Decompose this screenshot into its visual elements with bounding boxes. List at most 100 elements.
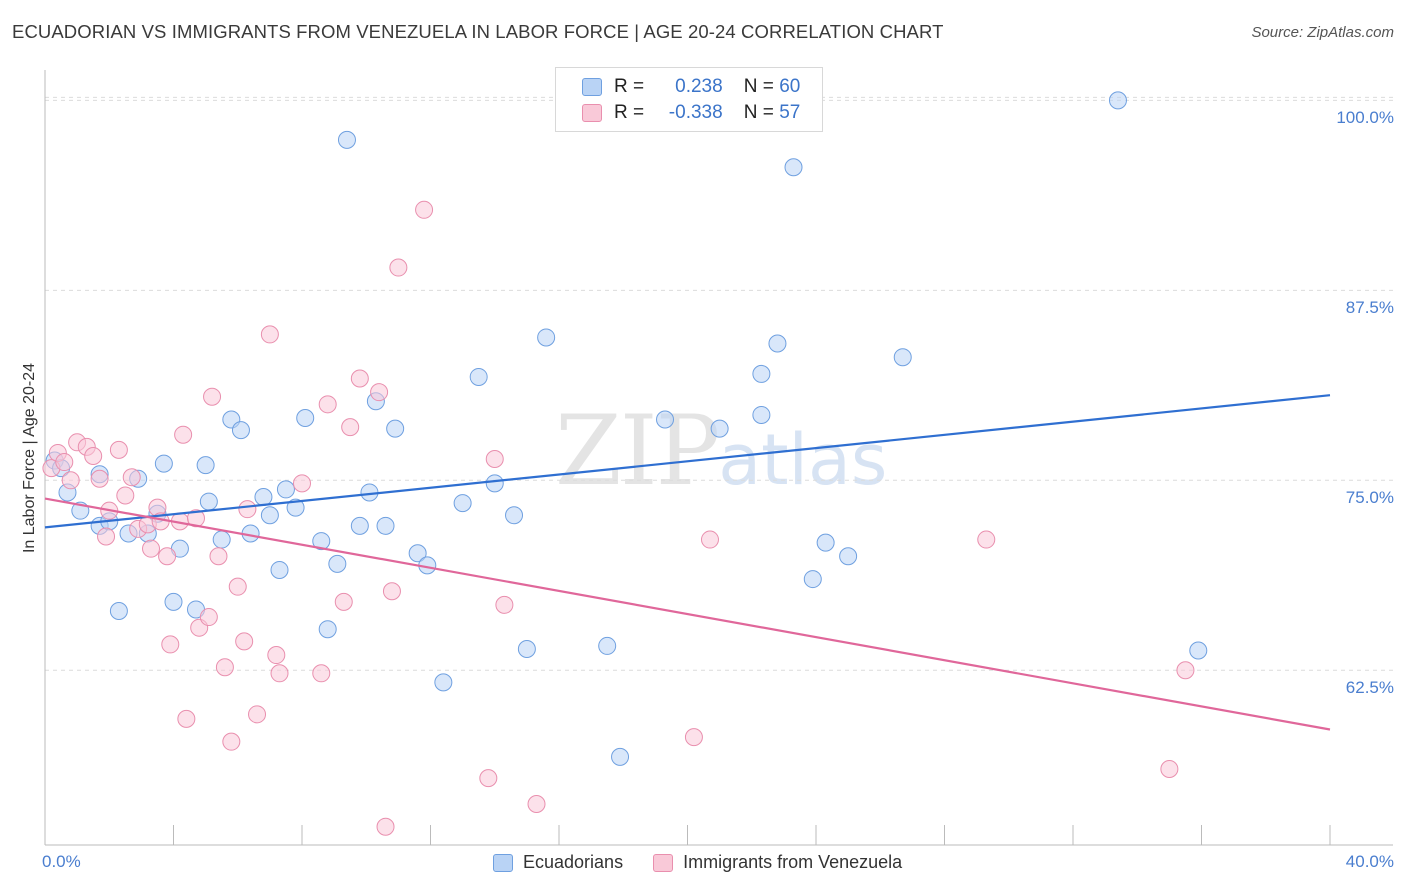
- point-venezuela: [370, 383, 389, 402]
- point-ecuadorians: [517, 639, 536, 658]
- point-venezuela: [318, 395, 337, 414]
- point-venezuela: [97, 527, 116, 546]
- y-tick-label: 75.0%: [1345, 488, 1394, 508]
- legend-n-label: N =: [743, 76, 774, 97]
- point-ecuadorians: [768, 334, 787, 353]
- point-ecuadorians: [752, 405, 771, 424]
- point-venezuela: [389, 258, 408, 277]
- point-ecuadorians: [164, 592, 183, 611]
- point-ecuadorians: [1189, 641, 1208, 660]
- point-venezuela: [199, 608, 218, 627]
- point-ecuadorians: [469, 367, 488, 386]
- point-ecuadorians: [296, 408, 315, 427]
- point-ecuadorians: [260, 506, 279, 525]
- point-ecuadorians: [154, 454, 173, 473]
- point-venezuela: [334, 592, 353, 611]
- point-ecuadorians: [350, 516, 369, 535]
- point-venezuela: [209, 547, 228, 566]
- trend-line-ecuadorians: [44, 394, 1331, 529]
- legend-r-value-venezuela: -0.338: [668, 102, 723, 123]
- series-swatch-pink: [653, 853, 674, 872]
- point-venezuela: [161, 635, 180, 654]
- x-tick-min: 0.0%: [42, 852, 81, 871]
- point-venezuela: [116, 486, 135, 505]
- chart-title: ECUADORIAN VS IMMIGRANTS FROM VENEZUELA …: [12, 21, 944, 42]
- series-label-venezuela: Immigrants from Venezuela: [683, 852, 903, 872]
- legend-n-value-ecuadorians: 60: [779, 76, 801, 97]
- point-venezuela: [109, 440, 128, 459]
- legend-r-label: R =: [614, 76, 645, 97]
- y-axis-label: In Labor Force | Age 20-24: [21, 362, 38, 554]
- point-ecuadorians: [784, 158, 803, 177]
- correlation-legend: R = 0.238 N = 60 R = -0.338 N = 57: [555, 67, 823, 132]
- point-ecuadorians: [270, 560, 289, 579]
- source-credit: Source: ZipAtlas.com: [1251, 24, 1394, 41]
- point-ecuadorians: [199, 492, 218, 511]
- point-venezuela: [485, 450, 504, 469]
- point-venezuela: [142, 539, 161, 558]
- point-venezuela: [238, 500, 257, 519]
- point-ecuadorians: [453, 494, 472, 513]
- point-venezuela: [350, 369, 369, 388]
- point-venezuela: [55, 453, 74, 472]
- point-ecuadorians: [386, 419, 405, 438]
- point-ecuadorians: [537, 328, 556, 347]
- point-venezuela: [527, 794, 546, 813]
- point-venezuela: [158, 547, 177, 566]
- point-ecuadorians: [598, 636, 617, 655]
- legend-r-value-ecuadorians: 0.238: [675, 76, 723, 97]
- point-venezuela: [293, 474, 311, 493]
- legend-swatch-pink: [582, 104, 602, 122]
- point-venezuela: [700, 530, 719, 549]
- series-legend: Ecuadorians Immigrants from Venezuela: [493, 852, 932, 873]
- point-venezuela: [270, 664, 289, 683]
- point-venezuela: [1176, 661, 1195, 680]
- point-ecuadorians: [231, 421, 250, 440]
- point-venezuela: [341, 418, 360, 437]
- y-tick-label: 62.5%: [1345, 678, 1394, 698]
- point-venezuela: [260, 325, 279, 344]
- point-ecuadorians: [710, 419, 729, 438]
- point-ecuadorians: [485, 474, 504, 493]
- point-ecuadorians: [286, 498, 305, 517]
- point-venezuela: [174, 425, 193, 444]
- point-venezuela: [684, 728, 703, 747]
- point-ecuadorians: [318, 620, 337, 639]
- point-ecuadorians: [109, 601, 128, 620]
- point-venezuela: [228, 577, 247, 596]
- point-ecuadorians: [1108, 91, 1127, 110]
- series-legend-ecuadorians: Ecuadorians: [493, 852, 623, 873]
- point-venezuela: [479, 769, 498, 788]
- point-venezuela: [235, 632, 254, 651]
- legend-row-ecuadorians: R = 0.238 N = 60: [582, 75, 800, 99]
- point-ecuadorians: [276, 480, 295, 499]
- point-venezuela: [122, 468, 141, 487]
- point-ecuadorians: [376, 516, 395, 535]
- point-ecuadorians: [656, 410, 675, 429]
- point-ecuadorians: [328, 554, 347, 573]
- point-venezuela: [84, 446, 103, 465]
- point-venezuela: [312, 664, 331, 683]
- legend-n-label: N =: [743, 102, 774, 123]
- zipatlas-watermark: ZIPatlas: [555, 395, 887, 507]
- point-venezuela: [90, 469, 109, 488]
- point-venezuela: [382, 582, 401, 601]
- point-ecuadorians: [312, 532, 331, 551]
- point-ecuadorians: [254, 488, 273, 507]
- point-venezuela: [1160, 760, 1179, 779]
- legend-n-value-venezuela: 57: [779, 102, 801, 123]
- point-venezuela: [376, 817, 395, 836]
- point-venezuela: [203, 387, 222, 406]
- point-venezuela: [415, 200, 434, 219]
- legend-row-venezuela: R = -0.338 N = 57: [582, 101, 800, 125]
- point-venezuela: [267, 646, 286, 665]
- point-ecuadorians: [505, 506, 524, 525]
- series-swatch-blue: [493, 853, 513, 872]
- series-label-ecuadorians: Ecuadorians: [523, 852, 624, 872]
- point-venezuela: [222, 732, 241, 751]
- watermark-atlas: atlas: [718, 419, 888, 501]
- point-venezuela: [248, 705, 267, 724]
- point-ecuadorians: [337, 130, 356, 149]
- point-ecuadorians: [196, 456, 215, 475]
- point-ecuadorians: [611, 747, 630, 766]
